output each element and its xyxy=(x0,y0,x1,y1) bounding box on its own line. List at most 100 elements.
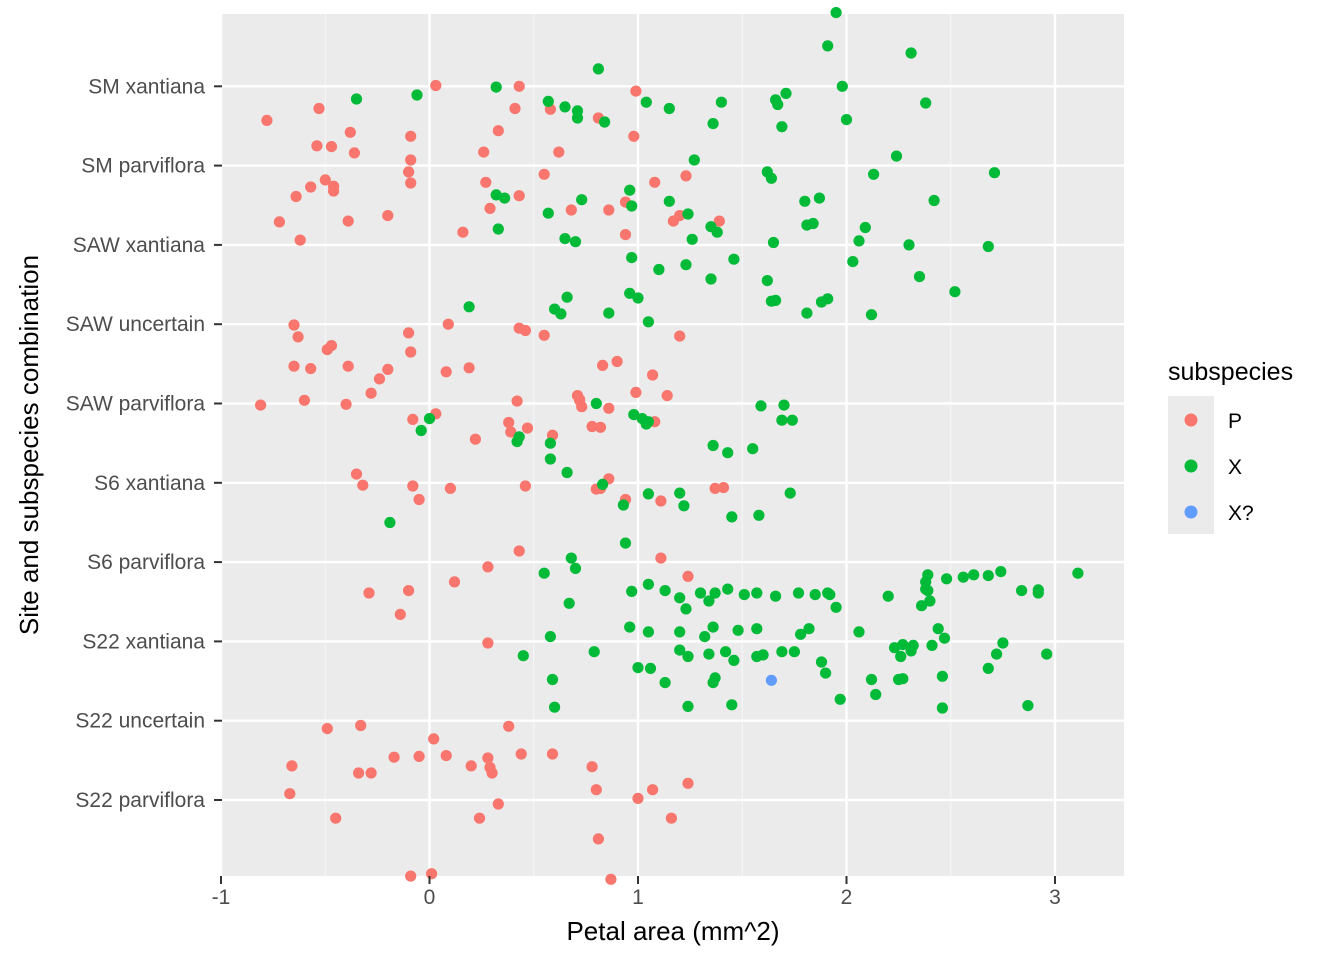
point-x xyxy=(882,590,894,602)
point-x xyxy=(776,121,788,133)
point-p xyxy=(632,792,644,805)
point-x xyxy=(815,656,828,668)
point-p xyxy=(430,79,442,92)
point-x xyxy=(599,116,611,128)
x-tick-label: 1 xyxy=(632,886,644,909)
point-x xyxy=(936,670,949,682)
point-p xyxy=(382,210,394,222)
point-x xyxy=(870,688,882,701)
x-axis-label: Petal area (mm^2) xyxy=(566,916,779,946)
point-p xyxy=(576,401,588,413)
point-x xyxy=(538,567,550,579)
y-tick-label: SAW uncertain xyxy=(66,313,205,336)
point-x xyxy=(859,221,871,234)
point-p xyxy=(469,433,481,445)
point-x xyxy=(1041,648,1053,660)
point-x xyxy=(703,648,715,660)
point-p xyxy=(486,767,498,779)
point-p xyxy=(655,495,667,507)
point-x xyxy=(703,595,715,607)
point-p xyxy=(509,102,521,115)
point-x xyxy=(732,624,744,636)
point-p xyxy=(682,570,694,583)
point-p xyxy=(586,761,598,773)
point-x xyxy=(949,286,961,298)
point-x xyxy=(913,271,926,283)
point-x xyxy=(853,626,865,638)
point-x xyxy=(834,693,846,705)
point-p xyxy=(538,168,550,180)
point-x xyxy=(897,673,909,685)
point-p xyxy=(294,234,306,246)
point-x xyxy=(617,499,630,511)
point-x xyxy=(644,662,657,675)
point-x xyxy=(922,569,934,581)
point-p xyxy=(405,177,417,189)
point-p xyxy=(255,399,267,411)
point-x xyxy=(905,47,917,59)
point-p xyxy=(515,748,527,760)
point-x xyxy=(624,287,636,299)
point-x xyxy=(642,578,655,590)
point-p xyxy=(565,204,577,216)
point-x xyxy=(384,516,396,529)
legend: subspecies PX X? xyxy=(1168,358,1293,534)
y-axis-label: Site and subspecies combination xyxy=(14,255,44,635)
point-x xyxy=(722,447,734,459)
point-p xyxy=(682,777,694,789)
point-x xyxy=(559,101,571,113)
panel-background xyxy=(222,14,1124,876)
point-x xyxy=(659,677,671,689)
point-x xyxy=(603,307,615,319)
point-x xyxy=(632,662,644,674)
point-p xyxy=(311,140,323,152)
point-p xyxy=(482,752,494,764)
point-p xyxy=(321,723,333,735)
point-x xyxy=(932,623,944,635)
point-p xyxy=(330,812,342,824)
point-p xyxy=(503,720,515,732)
point-p xyxy=(353,767,365,779)
point-x xyxy=(822,40,834,52)
point-x xyxy=(784,487,796,499)
point-p xyxy=(513,80,525,92)
point-p xyxy=(313,102,325,115)
point-x xyxy=(555,308,567,320)
point-x xyxy=(626,585,638,598)
point-p xyxy=(305,363,317,375)
point-x xyxy=(792,587,805,599)
point-p xyxy=(407,480,419,492)
point-x xyxy=(982,662,994,675)
point-p xyxy=(340,398,352,410)
point-x xyxy=(490,81,502,93)
point-p xyxy=(319,174,331,186)
point-x xyxy=(799,195,811,207)
point-x xyxy=(590,397,602,410)
point-x xyxy=(592,63,605,75)
point-x xyxy=(991,648,1003,660)
point-x xyxy=(674,487,686,499)
point-x xyxy=(571,112,584,124)
point-x xyxy=(694,587,707,599)
point-p xyxy=(444,482,456,494)
point-x xyxy=(542,95,554,107)
point-p xyxy=(630,386,642,398)
point-x xyxy=(747,443,759,455)
point-x xyxy=(795,628,807,640)
point-x xyxy=(680,259,692,271)
legend-label: X xyxy=(1228,456,1242,479)
point-p xyxy=(538,329,550,341)
point-x xyxy=(720,646,732,658)
point-x xyxy=(597,478,609,490)
legend-key xyxy=(1184,459,1198,473)
point-p xyxy=(649,176,661,188)
point-x xyxy=(544,453,557,465)
y-tick-label: SM parviflora xyxy=(81,155,205,178)
point-x xyxy=(813,192,826,204)
point-x xyxy=(499,192,511,204)
point-p xyxy=(661,390,673,402)
point-p xyxy=(286,760,298,772)
point-x xyxy=(770,590,782,602)
point-p xyxy=(355,719,367,732)
point-x xyxy=(753,509,765,521)
